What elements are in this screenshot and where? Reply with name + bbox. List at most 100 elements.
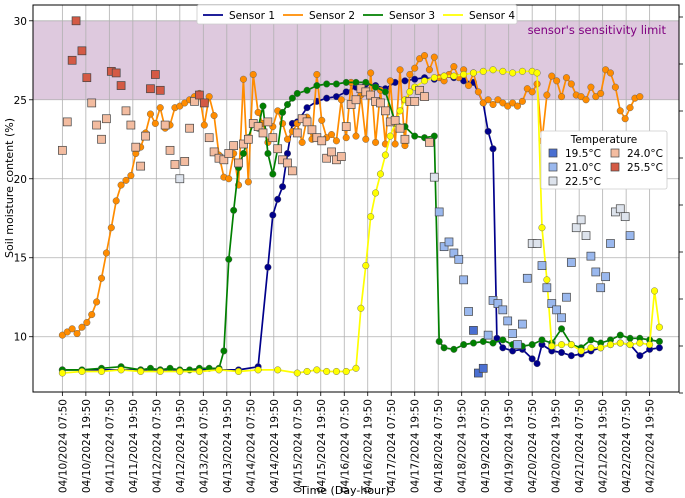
- temperature-point: [268, 133, 278, 143]
- series-point: [259, 102, 267, 110]
- temperature-point: [518, 319, 527, 329]
- series-point: [323, 80, 331, 88]
- x-tick-label: 04/16/2024 07:50: [339, 399, 351, 493]
- x-tick-label: 04/14/2024 19:50: [269, 399, 281, 493]
- temperature-points-layer: [58, 16, 635, 378]
- temperature-label: 24.0°C: [627, 148, 663, 160]
- series-point: [293, 89, 301, 97]
- series-point: [406, 88, 414, 96]
- series-point: [283, 149, 291, 157]
- y-tick-label: 15: [14, 253, 27, 265]
- series-point: [416, 55, 424, 63]
- series-point: [396, 66, 404, 74]
- temperature-point: [67, 55, 77, 65]
- series-point: [102, 249, 110, 257]
- temperature-point: [229, 141, 239, 150]
- series-point: [562, 74, 570, 82]
- temperature-point: [390, 115, 400, 125]
- series-point: [156, 367, 164, 375]
- temperature-point: [322, 153, 331, 163]
- series-point: [137, 367, 145, 375]
- x-tick-label: 04/11/2024 19:50: [128, 399, 140, 493]
- temperature-point: [219, 155, 229, 165]
- y-axis-title: Soil moisture content (%): [3, 118, 16, 258]
- series-point: [93, 298, 101, 306]
- x-tick-label: 04/15/2024 19:50: [316, 399, 328, 493]
- x-tick-label: 04/10/2024 07:50: [57, 399, 69, 493]
- axes: 10 15 20 25 30 04/10/2024 07:50 04/10/2024 19:…: [14, 4, 683, 493]
- temperature-label: 22.5°C: [565, 176, 601, 188]
- legend-label: Sensor 3: [389, 10, 435, 22]
- temperature-point: [258, 128, 268, 138]
- series-point: [469, 339, 477, 347]
- series-point: [499, 344, 507, 352]
- series-point: [83, 318, 91, 326]
- temperature-point: [596, 283, 606, 293]
- series-point: [533, 360, 541, 368]
- temperature-point: [165, 145, 175, 155]
- temperature-point: [82, 73, 92, 83]
- series-point: [543, 276, 551, 284]
- series-point: [225, 255, 233, 263]
- x-tick-label: 04/15/2024 07:50: [292, 399, 304, 493]
- series-point: [489, 339, 497, 347]
- series-point: [548, 72, 556, 80]
- series-point: [269, 170, 277, 178]
- temperature-point: [341, 122, 351, 131]
- temperature-label: 21.0°C: [565, 162, 601, 174]
- temperature-point: [327, 147, 336, 157]
- temperature-point: [508, 329, 517, 338]
- legend-label: Sensor 2: [309, 10, 355, 22]
- x-tick-label: 04/16/2024 19:50: [363, 399, 375, 493]
- series-point: [342, 78, 350, 86]
- series-point: [518, 97, 526, 105]
- series-point: [381, 151, 389, 159]
- temperature-point: [410, 97, 420, 106]
- series-point: [411, 64, 419, 72]
- temperature-point: [204, 133, 214, 143]
- temperature-point: [620, 212, 630, 222]
- temperature-point: [566, 258, 576, 267]
- temperature-point: [195, 90, 204, 100]
- series-point: [460, 71, 468, 79]
- temperature-point: [77, 46, 87, 56]
- series-point: [616, 107, 624, 115]
- temperature-point: [576, 215, 586, 225]
- series-point: [274, 195, 282, 203]
- gridlines: [33, 5, 679, 392]
- temperature-point: [459, 275, 469, 285]
- temperature-point: [155, 85, 165, 95]
- temperature-point: [136, 161, 146, 171]
- series-point: [655, 344, 663, 352]
- temperature-point: [102, 114, 111, 124]
- series-point: [254, 366, 262, 374]
- temperature-point: [317, 136, 327, 146]
- series-point: [616, 339, 624, 347]
- series-point: [401, 77, 409, 85]
- series-point: [450, 72, 458, 80]
- series-point: [450, 345, 458, 353]
- series-point: [548, 342, 556, 350]
- series-point: [381, 88, 389, 96]
- temperature-point: [62, 117, 72, 127]
- series-sensor-4: [58, 66, 663, 377]
- temperature-point: [116, 81, 126, 90]
- x-tick-label: 04/20/2024 07:50: [527, 399, 539, 493]
- series-legend: Sensor 1 Sensor 2 Sensor 3 Sensor 4: [196, 4, 518, 25]
- series-point: [342, 134, 350, 142]
- series-point: [469, 69, 477, 77]
- series-point: [230, 206, 238, 214]
- series-point: [367, 69, 375, 77]
- series-point: [68, 325, 76, 333]
- temperature-point: [625, 231, 635, 240]
- series-point: [558, 325, 566, 333]
- series-point: [523, 85, 531, 93]
- series-point: [264, 263, 272, 271]
- x-tick-label: 04/18/2024 07:50: [433, 399, 445, 493]
- temperature-point: [542, 283, 552, 293]
- series-point: [313, 82, 321, 90]
- temperature-point: [131, 142, 141, 152]
- x-tick-label: 04/12/2024 19:50: [175, 399, 187, 493]
- series-point: [460, 341, 468, 349]
